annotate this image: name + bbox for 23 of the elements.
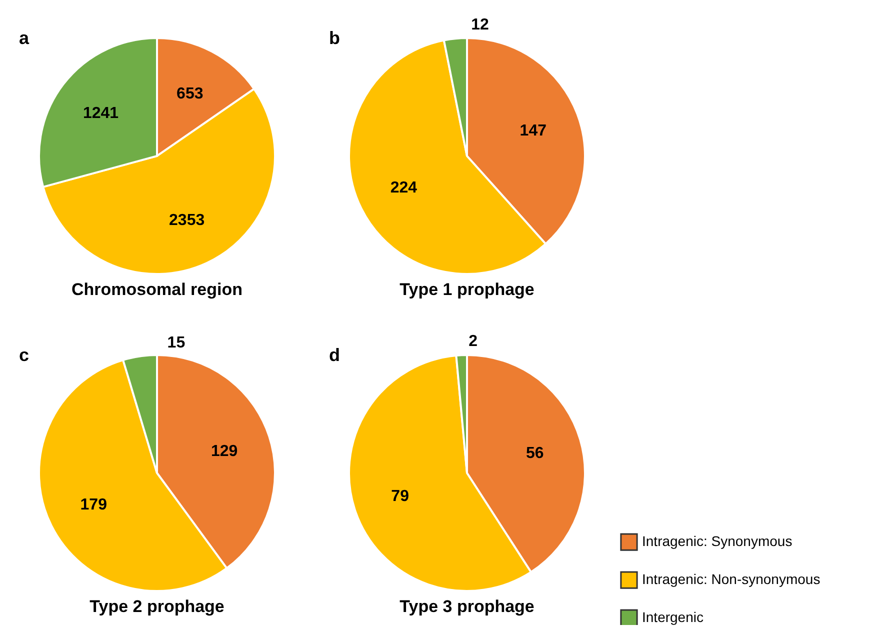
data-label: 653	[176, 85, 204, 102]
data-label: 1241	[82, 104, 119, 122]
text: b	[329, 28, 340, 48]
text: Type 3 prophage	[400, 597, 534, 616]
data-label: 15	[167, 334, 186, 352]
legend-label: Intragenic: Non-synonymous	[642, 571, 820, 587]
data-label: 2353	[169, 212, 205, 230]
text: d	[329, 345, 340, 365]
text: Type 2 prophage	[90, 597, 224, 616]
text: c	[19, 345, 30, 365]
legend-label: Intergenic	[642, 609, 704, 625]
data-label: 179	[80, 496, 108, 514]
data-label: 79	[391, 488, 410, 506]
text: Chromosomal region	[72, 280, 242, 299]
data-label: 56	[526, 444, 544, 462]
data-label: 2	[468, 333, 478, 350]
text: Type 1 prophage	[400, 280, 534, 299]
data-label: 12	[471, 16, 489, 34]
data-label: 147	[520, 122, 547, 140]
legend-label: Intragenic: Synonymous	[642, 533, 792, 549]
data-label: 224	[390, 180, 418, 197]
data-label: 129	[210, 442, 238, 460]
text: a	[19, 28, 30, 48]
